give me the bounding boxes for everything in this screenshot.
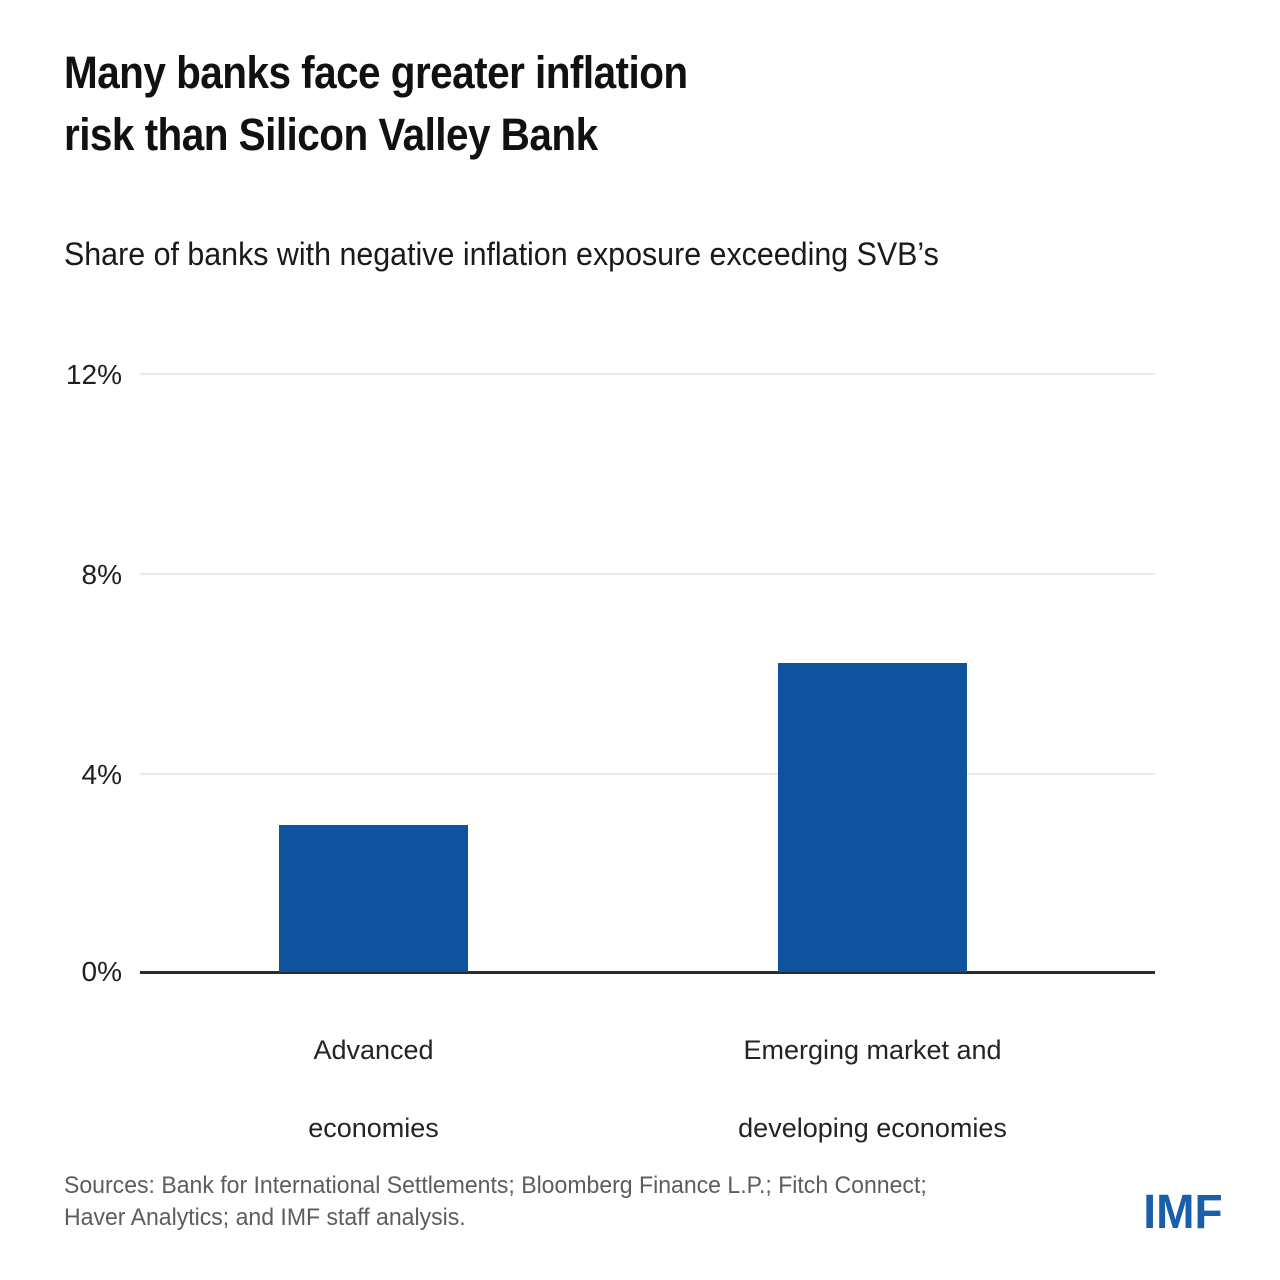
- imf-logo: IMF: [1143, 1186, 1223, 1239]
- page-title: Many banks face greater inflation risk t…: [64, 47, 688, 160]
- gridline-4: [140, 773, 1155, 775]
- x-category-label-advanced-economies: Advanced economies: [254, 992, 493, 1148]
- x-axis-line: [140, 971, 1155, 974]
- gridline-12: [140, 373, 1155, 375]
- y-tick-label-8: 8%: [81, 559, 122, 590]
- x-label-line-2: developing economies: [738, 1113, 1007, 1143]
- x-category-label-emerging-market-and-developing-economies: Emerging market and developing economies: [708, 992, 1037, 1148]
- y-tick-label-4: 4%: [81, 759, 122, 790]
- y-tick-label-12: 12%: [65, 359, 122, 390]
- y-tick-label-0: 0%: [81, 956, 122, 987]
- x-label-line-1: Advanced: [313, 1035, 434, 1065]
- bar-advanced-economies[interactable]: [279, 824, 468, 972]
- sources-note: Sources: Bank for International Settleme…: [64, 1172, 927, 1231]
- x-label-line-1: Emerging market and: [743, 1035, 1002, 1065]
- x-label-line-2: economies: [308, 1113, 439, 1143]
- chart-subtitle: Share of banks with negative inflation e…: [64, 236, 939, 272]
- bar-emerging-market-and-developing-economies[interactable]: [778, 662, 967, 972]
- gridline-8: [140, 573, 1155, 575]
